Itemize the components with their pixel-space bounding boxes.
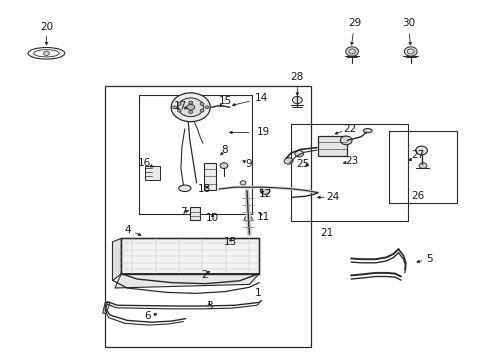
Text: 29: 29 — [347, 18, 361, 28]
Text: 16: 16 — [137, 158, 151, 168]
Circle shape — [244, 216, 252, 222]
Bar — [139, 95, 251, 214]
Circle shape — [171, 93, 210, 122]
Text: 20: 20 — [40, 22, 53, 32]
Polygon shape — [102, 302, 110, 313]
Text: 13: 13 — [224, 237, 237, 247]
Text: 17: 17 — [173, 101, 186, 111]
Ellipse shape — [179, 185, 191, 192]
Circle shape — [292, 96, 302, 104]
Circle shape — [178, 98, 203, 117]
Text: 23: 23 — [345, 156, 358, 166]
Circle shape — [284, 158, 292, 164]
Text: 12: 12 — [258, 189, 272, 199]
Polygon shape — [115, 274, 259, 288]
Bar — [388, 131, 456, 203]
Text: 27: 27 — [410, 150, 424, 160]
Text: 9: 9 — [244, 159, 251, 169]
Text: 21: 21 — [319, 228, 333, 238]
Circle shape — [294, 150, 303, 157]
Circle shape — [340, 136, 351, 145]
Circle shape — [418, 163, 426, 168]
Bar — [317, 136, 346, 156]
Text: 19: 19 — [256, 127, 269, 138]
Text: 5: 5 — [425, 254, 432, 264]
Text: 3: 3 — [205, 301, 212, 311]
Text: 25: 25 — [296, 159, 309, 169]
Text: 22: 22 — [342, 124, 356, 134]
Circle shape — [415, 146, 427, 155]
Bar — [144, 166, 160, 180]
Bar — [189, 207, 199, 220]
Bar — [204, 163, 216, 190]
Text: 4: 4 — [124, 225, 131, 235]
Polygon shape — [121, 238, 259, 274]
Text: 1: 1 — [254, 288, 261, 298]
Circle shape — [220, 163, 227, 168]
Bar — [105, 86, 310, 347]
Circle shape — [260, 187, 269, 194]
Text: 11: 11 — [256, 212, 269, 222]
Text: 10: 10 — [206, 213, 219, 223]
Text: 14: 14 — [254, 93, 268, 103]
Circle shape — [345, 47, 358, 56]
Text: 15: 15 — [218, 96, 231, 106]
Ellipse shape — [363, 129, 371, 133]
Circle shape — [172, 106, 176, 109]
Polygon shape — [112, 238, 121, 281]
Circle shape — [188, 101, 192, 104]
Bar — [290, 124, 407, 221]
Circle shape — [200, 103, 203, 105]
Text: 18: 18 — [197, 184, 211, 194]
Circle shape — [200, 109, 203, 112]
Circle shape — [177, 109, 181, 112]
Text: 28: 28 — [290, 72, 304, 82]
Circle shape — [177, 103, 181, 105]
Text: 8: 8 — [221, 145, 228, 156]
Text: 7: 7 — [180, 207, 186, 217]
Text: 6: 6 — [144, 311, 151, 321]
Circle shape — [240, 181, 245, 185]
Text: 24: 24 — [325, 192, 339, 202]
Circle shape — [404, 47, 416, 56]
Text: 26: 26 — [410, 191, 424, 201]
Circle shape — [186, 104, 194, 110]
Circle shape — [43, 51, 49, 55]
Circle shape — [204, 106, 208, 109]
Circle shape — [188, 111, 192, 113]
Text: 30: 30 — [401, 18, 414, 28]
Text: 2: 2 — [201, 270, 207, 280]
